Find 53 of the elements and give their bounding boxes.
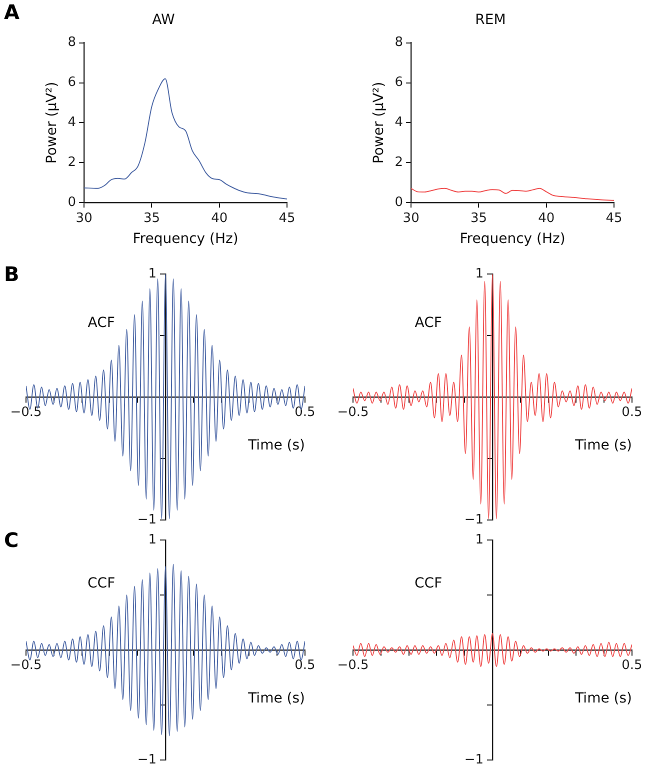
line-series	[411, 188, 614, 201]
y-tick-label: 4	[68, 115, 76, 130]
y-tick-label: 6	[68, 75, 76, 90]
y-tick-label: 1	[148, 266, 156, 282]
x-tick-label: −0.5	[10, 405, 42, 420]
x-tick-label: 0.5	[294, 658, 316, 674]
y-tick-label: 8	[394, 35, 404, 50]
y-tick-label: −1	[137, 752, 156, 764]
y-tick-label: 1	[475, 532, 484, 548]
chart-title: AW	[152, 12, 175, 28]
y-axis-title: CCF	[414, 576, 442, 592]
y-tick-label: 6	[394, 75, 404, 90]
x-axis-title: Time (s)	[574, 690, 632, 707]
y-axis-title: Power (μV²)	[44, 82, 60, 164]
text: B	[4, 262, 20, 286]
y-tick-label: 8	[68, 35, 76, 50]
y-tick-label: 1	[148, 532, 156, 548]
y-axis-title: ACF	[88, 314, 115, 331]
y-tick-label: 2	[68, 155, 76, 170]
chart-title: REM	[475, 12, 506, 28]
x-tick-label: 40	[538, 210, 555, 226]
x-tick-label: −0.5	[10, 658, 42, 674]
x-tick-label: 35	[143, 210, 160, 226]
x-tick-label: 30	[76, 210, 92, 226]
text: C	[4, 528, 19, 552]
x-axis-title: Time (s)	[574, 438, 632, 454]
x-tick-label: 35	[470, 210, 487, 226]
y-tick-label: 4	[394, 115, 404, 130]
y-tick-label: 0	[394, 194, 404, 210]
x-axis-title: Time (s)	[247, 438, 305, 454]
text: A	[4, 0, 20, 24]
y-tick-label: 0	[68, 194, 76, 210]
y-tick-label: −1	[464, 752, 484, 764]
y-tick-label: 2	[394, 155, 404, 170]
y-tick-label: −1	[464, 512, 484, 528]
x-tick-label: 45	[278, 210, 296, 226]
x-tick-label: 45	[606, 210, 622, 226]
x-tick-label: 0.5	[622, 658, 642, 674]
x-tick-label: 0.5	[622, 405, 642, 420]
x-tick-label: 40	[211, 210, 228, 226]
x-tick-label: −0.5	[337, 658, 369, 674]
y-tick-label: −1	[137, 512, 156, 528]
y-axis-title: ACF	[414, 314, 442, 331]
x-axis-title: Frequency (Hz)	[132, 231, 238, 248]
x-axis-title: Frequency (Hz)	[460, 231, 566, 248]
x-tick-label: −0.5	[337, 405, 369, 420]
y-axis-title: Power (μV²)	[371, 82, 388, 164]
y-tick-label: 1	[475, 266, 484, 282]
y-axis-title: CCF	[88, 576, 116, 592]
x-axis-title: Time (s)	[247, 690, 305, 707]
x-tick-label: 30	[402, 210, 420, 226]
line-series	[84, 78, 287, 200]
x-tick-label: 0.5	[294, 405, 316, 420]
